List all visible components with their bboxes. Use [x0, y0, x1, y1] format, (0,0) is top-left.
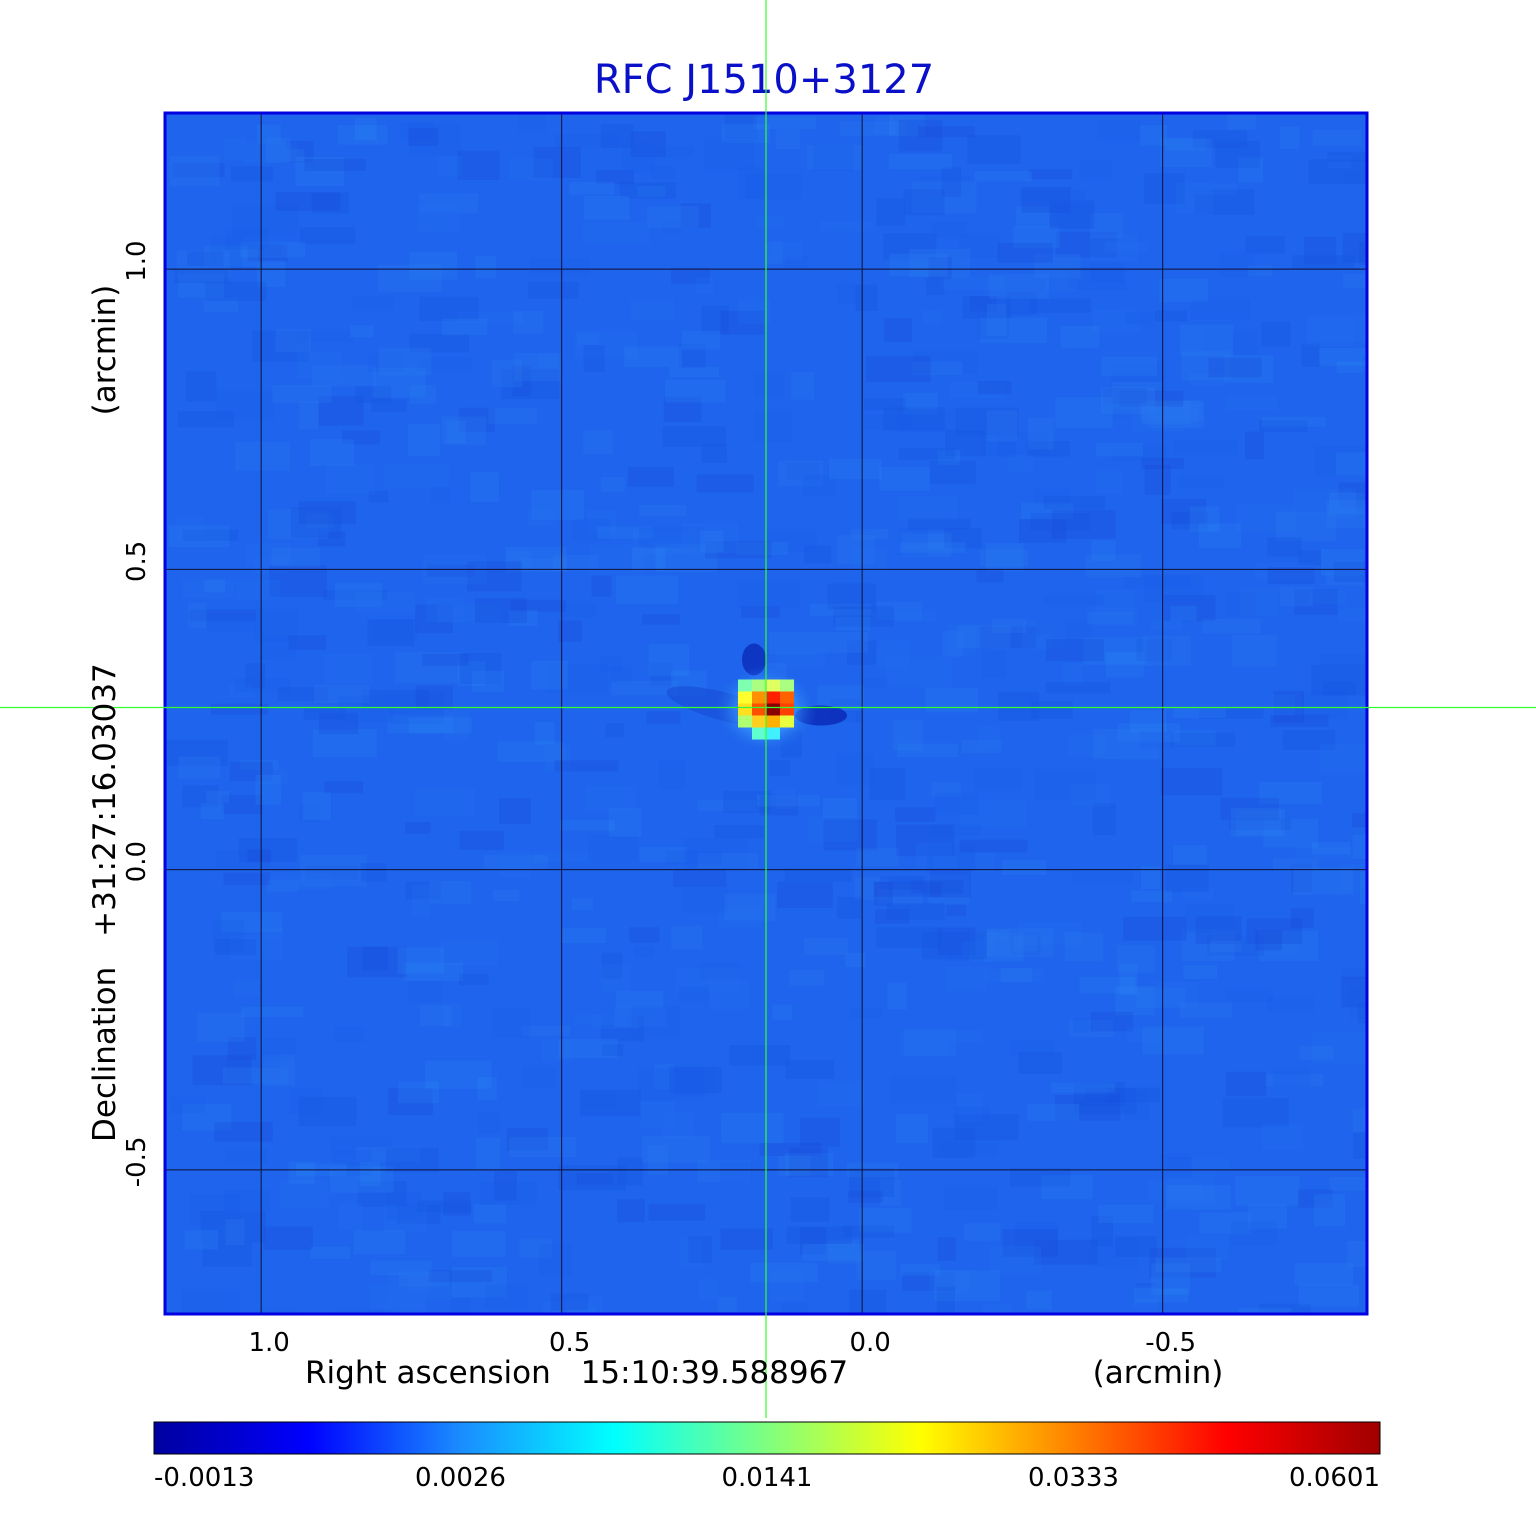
- x-axis-label: Right ascension 15:10:39.588967: [305, 1355, 848, 1391]
- y-tick-label: 0.0: [122, 841, 152, 882]
- crosshair: [0, 0, 1536, 1418]
- x-tick-label: 0.5: [549, 1328, 590, 1358]
- x-tick-label: -0.5: [1145, 1328, 1196, 1358]
- chart-title: RFC J1510+3127: [594, 57, 934, 103]
- x-tick-label: 1.0: [248, 1328, 289, 1358]
- colorbar-tick-label: -0.0013: [154, 1463, 254, 1493]
- y-axis-name: Declination: [87, 967, 123, 1142]
- y-tick-labels: 1.0 0.5 0.0 -0.5: [122, 240, 152, 1187]
- plot-area: [165, 113, 1367, 1314]
- colorbar-tick-label: 0.0333: [1028, 1463, 1119, 1493]
- y-axis-label: Declination +31:27:16.03037: [87, 663, 123, 1142]
- colorbar-tick-label: 0.0026: [415, 1463, 506, 1493]
- colorbar-tick-labels: -0.0013 0.0026 0.0141 0.0333 0.0601: [154, 1463, 1380, 1493]
- y-tick-label: -0.5: [122, 1137, 152, 1188]
- x-tick-label: 0.0: [849, 1328, 890, 1358]
- colorbar-tick-label: 0.0141: [722, 1463, 813, 1493]
- colorbar-tick-label: 0.0601: [1289, 1463, 1380, 1493]
- y-tick-label: 1.0: [122, 240, 152, 281]
- x-tick-labels: 1.0 0.5 0.0 -0.5: [248, 1328, 1196, 1358]
- x-axis-name: Right ascension: [305, 1355, 551, 1391]
- y-tick-label: 0.5: [122, 541, 152, 582]
- colorbar: [153, 1421, 1381, 1455]
- y-axis-unit: (arcmin): [87, 285, 123, 416]
- x-axis-coord: 15:10:39.588967: [581, 1355, 848, 1391]
- y-axis-coord: +31:27:16.03037: [87, 663, 123, 937]
- noise-texture: [165, 113, 1367, 1314]
- x-axis-unit: (arcmin): [1093, 1355, 1224, 1391]
